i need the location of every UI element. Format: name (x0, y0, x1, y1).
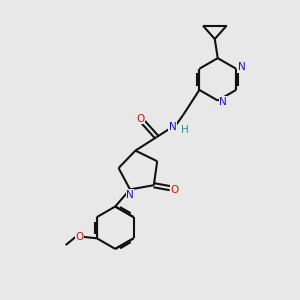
Text: O: O (75, 232, 83, 242)
Text: N: N (238, 62, 245, 72)
Text: N: N (169, 122, 177, 132)
Text: N: N (126, 190, 134, 200)
Text: O: O (136, 114, 145, 124)
Text: H: H (182, 125, 189, 135)
Text: O: O (170, 184, 178, 195)
Text: N: N (219, 97, 227, 107)
